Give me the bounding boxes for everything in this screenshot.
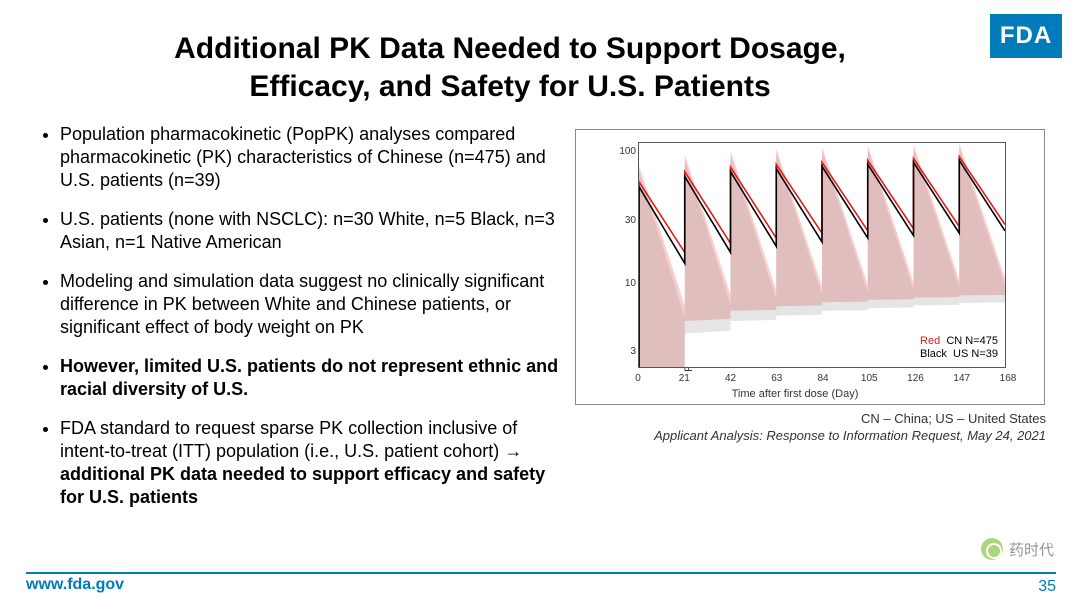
xtick: 42 xyxy=(725,373,736,384)
page-number: 35 xyxy=(1038,578,1056,596)
xtick: 63 xyxy=(771,373,782,384)
bullet-item: Modeling and simulation data suggest no … xyxy=(60,270,565,339)
caption-line-2: Applicant Analysis: Response to Informat… xyxy=(575,428,1046,445)
chart-legend: Red CN N=475Black US N=39 xyxy=(920,335,998,363)
legend-item: Black US N=39 xyxy=(920,348,998,362)
bullet-list: Population pharmacokinetic (PopPK) analy… xyxy=(40,123,565,525)
slide-body: Population pharmacokinetic (PopPK) analy… xyxy=(0,115,1080,525)
ytick: 30 xyxy=(618,215,636,226)
xtick: 84 xyxy=(817,373,828,384)
xtick: 147 xyxy=(953,373,970,384)
xtick: 21 xyxy=(679,373,690,384)
wechat-icon xyxy=(981,538,1003,560)
slide-title: Additional PK Data Needed to Support Dos… xyxy=(0,0,1080,115)
fda-logo-text: FDA xyxy=(1000,22,1052,50)
bullet-item: U.S. patients (none with NSCLC): n=30 Wh… xyxy=(60,208,565,254)
ytick: 100 xyxy=(618,146,636,157)
chart-svg xyxy=(639,143,1005,367)
xtick: 126 xyxy=(907,373,924,384)
ytick: 10 xyxy=(618,278,636,289)
footer-divider xyxy=(26,572,1056,574)
bullet-item: FDA standard to request sparse PK collec… xyxy=(60,417,565,509)
chart-xlabel: Time after first dose (Day) xyxy=(576,388,1014,400)
bullet-item: Population pharmacokinetic (PopPK) analy… xyxy=(60,123,565,192)
watermark: 药时代 xyxy=(981,538,1054,560)
legend-item: Red CN N=475 xyxy=(920,335,998,349)
slide: FDA Additional PK Data Needed to Support… xyxy=(0,0,1080,608)
chart-area: Predicted Sintilimab Concentration (ug/m… xyxy=(565,123,1062,525)
xtick: 168 xyxy=(1000,373,1017,384)
footer-url: www.fda.gov xyxy=(26,576,124,594)
xtick: 0 xyxy=(635,373,641,384)
chart-caption: CN – China; US – United States Applicant… xyxy=(575,405,1062,445)
xtick: 105 xyxy=(861,373,878,384)
fda-logo: FDA xyxy=(990,14,1062,58)
pk-chart: Predicted Sintilimab Concentration (ug/m… xyxy=(575,129,1045,405)
ytick: 3 xyxy=(618,346,636,357)
title-line-1: Additional PK Data Needed to Support Dos… xyxy=(174,32,846,65)
watermark-text: 药时代 xyxy=(1009,539,1054,560)
bullet-item: However, limited U.S. patients do not re… xyxy=(60,355,565,401)
caption-line-1: CN – China; US – United States xyxy=(575,411,1046,428)
title-line-2: Efficacy, and Safety for U.S. Patients xyxy=(249,70,770,103)
